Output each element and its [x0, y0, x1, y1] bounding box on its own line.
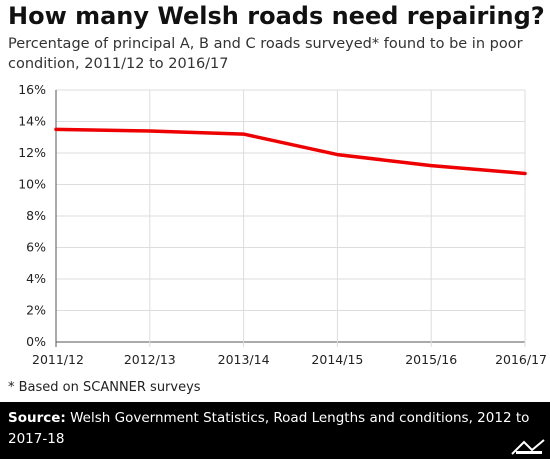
gridlines [55, 89, 526, 347]
footnote: * Based on SCANNER surveys [8, 380, 201, 395]
x-tick-label: 2016/17 [495, 352, 547, 367]
series-layer [54, 127, 527, 176]
y-tick-label: 2% [26, 303, 46, 318]
x-tick-label: 2014/15 [311, 352, 363, 367]
x-tick-label: 2015/16 [405, 352, 457, 367]
y-tick-label: 12% [18, 145, 46, 160]
source-footer: Source: Welsh Government Statistics, Roa… [0, 402, 550, 459]
y-tick-label: 16% [18, 82, 46, 97]
x-tick-label: 2013/14 [218, 352, 270, 367]
data-point [429, 164, 433, 168]
data-point [148, 129, 152, 133]
y-tick-label: 8% [26, 208, 46, 223]
y-axis-ticks: 0% 2% 4% 6% 8% 10% 12% 14% 16% [18, 82, 46, 349]
data-point [54, 127, 58, 131]
chart-title: How many Welsh roads need repairing? [8, 2, 545, 30]
x-axis-ticks: 2011/12 2012/13 2013/14 2014/15 2015/16 2016/… [32, 352, 547, 367]
data-point [335, 153, 339, 157]
y-tick-label: 14% [18, 114, 46, 129]
source-label: Source: [8, 410, 66, 426]
source-text: Welsh Government Statistics, Road Length… [8, 410, 530, 447]
line-chart: 0%2%4%6%8%10%12%14%16% 2011/12 2012/13 201… [18, 82, 547, 367]
data-point [242, 132, 246, 136]
full-fact-logo-icon [511, 439, 545, 455]
y-tick-label: 10% [18, 177, 46, 192]
y-tick-label: 6% [26, 240, 46, 255]
y-tick-label: 0% [26, 334, 46, 349]
series-line [54, 127, 527, 176]
x-tick-label: 2011/12 [32, 352, 84, 367]
y-tick-label: 4% [26, 271, 46, 286]
x-tick-label: 2012/13 [124, 352, 176, 367]
data-point [523, 171, 527, 175]
chart-subtitle: Percentage of principal A, B and C roads… [8, 36, 523, 72]
